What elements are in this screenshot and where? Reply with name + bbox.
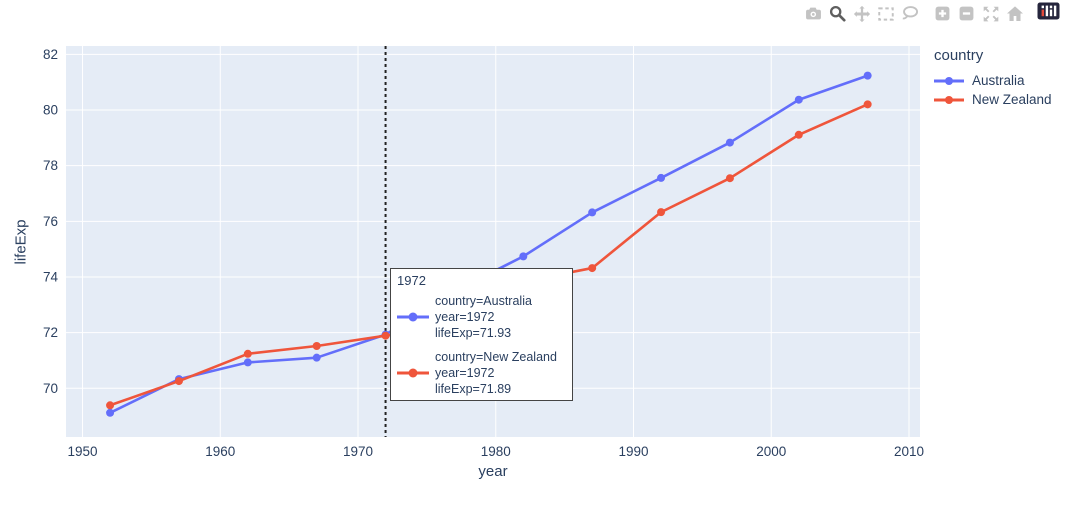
australia-line-sample-icon [934,76,964,85]
camera-icon [806,7,821,20]
data-point-australia[interactable] [657,173,666,182]
lasso-select-button[interactable] [900,4,919,23]
pan-mode-button[interactable] [852,4,871,23]
y-tick-label: 70 [43,381,58,396]
data-point-new-zealand[interactable] [243,349,252,358]
pan-arrows-icon [853,5,870,22]
new-zealand-line-sample-icon [397,368,429,378]
zoom-in-icon [935,6,950,21]
zoom-out-icon [959,6,974,21]
legend-item-australia[interactable]: Australia [934,71,1052,90]
data-point-australia[interactable] [106,408,115,417]
data-point-new-zealand[interactable] [657,208,666,217]
x-tick-label: 1980 [481,444,511,459]
legend: country Australia New Zealand [934,47,1052,109]
home-icon [1006,5,1023,21]
data-point-australia[interactable] [312,353,321,362]
x-axis-title: year [478,463,508,480]
autoscale-button[interactable] [981,4,1000,23]
y-tick-label: 76 [43,214,58,229]
legend-label: New Zealand [972,92,1052,107]
x-tick-label: 1960 [205,444,235,459]
zoom-in-button[interactable] [933,4,952,23]
tooltip-line: lifeExp=71.93 [435,326,512,340]
plotly-logo-icon [1037,2,1060,20]
y-tick-label: 78 [43,158,58,173]
x-tick-label: 1970 [343,444,373,459]
x-tick-label: 1950 [68,444,98,459]
australia-line-sample-icon [397,312,429,322]
data-point-new-zealand[interactable] [588,264,597,273]
magnifier-icon [829,5,846,22]
new-zealand-line-sample-icon [934,95,964,104]
x-tick-label: 2000 [756,444,786,459]
legend-item-new-zealand[interactable]: New Zealand [934,90,1052,109]
x-tick-label: 1990 [618,444,648,459]
lasso-select-icon [902,5,918,19]
x-tick-label: 2010 [894,444,924,459]
data-point-new-zealand[interactable] [174,377,183,386]
data-point-new-zealand[interactable] [312,341,321,350]
box-select-button[interactable] [876,4,895,23]
tooltip-line: year=1972 [435,310,495,324]
tooltip-title: 1972 [397,273,426,288]
data-point-new-zealand[interactable] [794,130,803,139]
plotly-logo-button[interactable] [1037,2,1060,25]
tooltip-line: country=New Zealand [435,350,557,364]
tooltip-line: lifeExp=71.89 [435,382,512,396]
legend-title: country [934,47,984,64]
autoscale-icon [983,6,998,21]
tooltip-entry-new-zealand: country=New Zealand year=1972 lifeExp=71… [397,349,566,397]
y-tick-label: 80 [43,103,58,118]
legend-label: Australia [972,73,1025,88]
y-axis-title: lifeExp [12,219,30,265]
y-tick-label: 82 [43,47,58,62]
data-point-new-zealand[interactable] [106,401,115,410]
reset-axes-button[interactable] [1005,4,1024,23]
data-point-australia[interactable] [243,358,252,367]
download-png-button[interactable] [804,4,823,23]
data-point-australia[interactable] [863,71,872,80]
hover-tooltip: 1972 country=Australia year=1972 lifeExp… [390,268,573,401]
tooltip-line: year=1972 [435,366,495,380]
data-point-australia[interactable] [725,138,734,147]
modebar [790,2,1060,25]
data-point-australia[interactable] [588,208,597,217]
data-point-australia[interactable] [519,252,528,261]
y-tick-label: 74 [43,269,59,284]
data-point-australia[interactable] [794,95,803,104]
box-select-icon [877,6,894,21]
data-point-new-zealand[interactable] [863,100,872,109]
y-tick-label: 72 [43,325,58,340]
tooltip-entry-australia: country=Australia year=1972 lifeExp=71.9… [397,293,566,341]
zoom-out-button[interactable] [957,4,976,23]
zoom-mode-button[interactable] [828,4,847,23]
tooltip-line: country=Australia [435,294,532,308]
data-point-new-zealand[interactable] [381,331,390,340]
data-point-new-zealand[interactable] [725,174,734,183]
